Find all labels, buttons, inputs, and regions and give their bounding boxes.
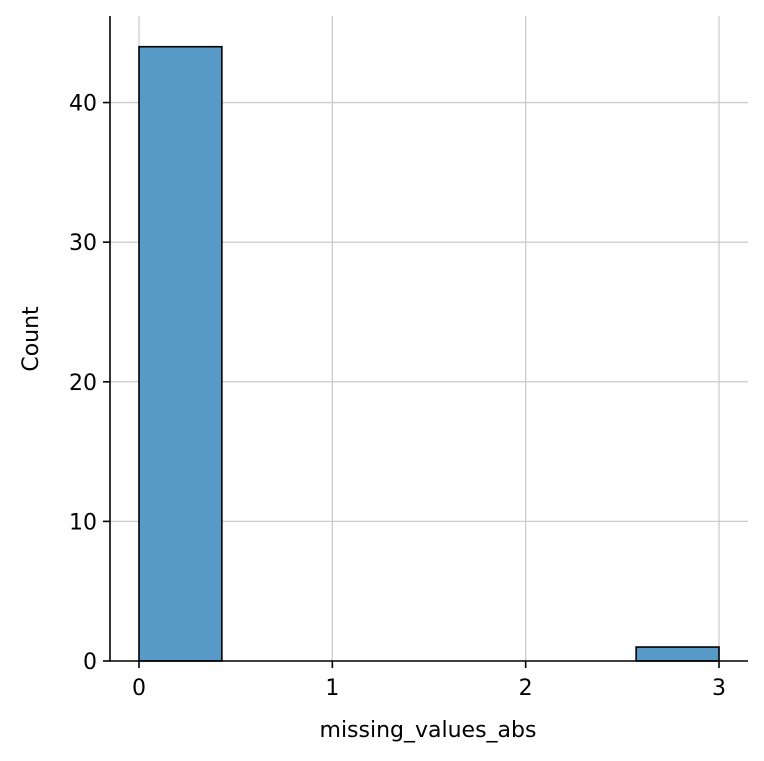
histogram-bar-6 (635, 646, 720, 662)
y-tick-label-2: 20 (69, 371, 97, 396)
axes (109, 16, 748, 662)
x-tick-label-2: 2 (519, 676, 533, 701)
x-tick-label-1: 1 (325, 676, 339, 701)
y-tick-label-3: 30 (69, 231, 97, 256)
x-axis-label: missing_values_abs (320, 718, 537, 743)
y-tick-label-1: 10 (69, 510, 97, 535)
x-tick-label-0: 0 (132, 676, 146, 701)
histogram-bars (138, 45, 720, 662)
histogram-bar-0 (138, 45, 223, 662)
y-tick-label-0: 0 (83, 650, 97, 675)
x-tick-label-3: 3 (712, 676, 726, 701)
y-tick-label-4: 40 (69, 92, 97, 117)
y-axis-label: Count (19, 306, 44, 372)
